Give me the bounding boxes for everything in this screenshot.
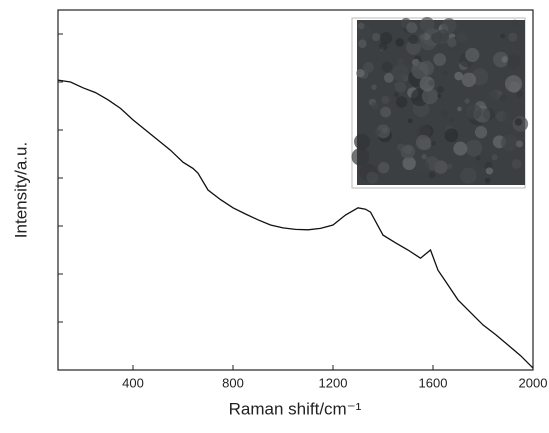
grain: [395, 96, 408, 108]
grain: [511, 158, 522, 169]
grain: [395, 138, 402, 145]
grain: [400, 144, 416, 160]
grain: [371, 84, 377, 90]
grain: [475, 156, 481, 161]
grain: [407, 118, 413, 124]
grain: [465, 139, 483, 157]
grain: [448, 117, 455, 123]
grain: [377, 161, 390, 174]
grain: [486, 90, 498, 102]
grain: [395, 38, 405, 47]
grain: [506, 54, 521, 69]
grain: [497, 90, 503, 96]
grain: [421, 154, 427, 160]
grain: [464, 98, 470, 104]
grain: [441, 110, 449, 118]
grain: [491, 154, 498, 161]
grain: [353, 133, 371, 150]
grain: [453, 141, 468, 156]
grain: [454, 71, 464, 81]
grain: [376, 124, 391, 139]
grain: [484, 177, 491, 184]
grain: [461, 72, 477, 87]
grain: [516, 90, 524, 98]
grain: [514, 118, 523, 126]
grain: [415, 134, 431, 150]
grain: [441, 18, 457, 34]
grain: [493, 51, 509, 68]
grain: [411, 61, 429, 80]
grain: [357, 22, 365, 30]
grain: [465, 47, 480, 63]
grain: [415, 160, 430, 174]
grain: [363, 62, 374, 73]
x-tick-label: 800: [222, 375, 244, 390]
grain: [519, 23, 524, 28]
grain: [366, 171, 379, 184]
x-tick-label: 2000: [519, 375, 548, 390]
grain: [436, 29, 449, 42]
grain: [443, 70, 448, 76]
x-axis-label: Raman shift/cm⁻¹: [229, 399, 362, 418]
grain: [430, 140, 436, 146]
grain: [373, 129, 381, 136]
grain: [393, 91, 399, 98]
grain: [509, 81, 521, 93]
grain: [470, 142, 477, 148]
grain: [428, 171, 436, 179]
grain: [370, 101, 379, 110]
grain: [397, 58, 404, 65]
grain: [500, 134, 518, 152]
grain: [419, 33, 426, 40]
grain: [393, 82, 399, 88]
grain: [421, 88, 438, 105]
grain: [433, 53, 447, 66]
y-axis-label: Intensity/a.u.: [11, 142, 30, 238]
x-tick-label: 1200: [319, 375, 348, 390]
grain: [501, 56, 508, 63]
x-tick-label: 1600: [419, 375, 448, 390]
grain: [428, 80, 435, 87]
x-tick-label: 400: [122, 375, 144, 390]
grain: [457, 32, 468, 43]
grain: [516, 140, 523, 148]
grain: [381, 61, 393, 73]
grain: [466, 104, 482, 120]
grain: [499, 94, 507, 102]
grain: [408, 34, 419, 45]
grain: [484, 161, 493, 170]
grain: [380, 31, 393, 45]
spectrum-line: [57, 79, 534, 369]
grain: [444, 128, 459, 143]
grain: [351, 147, 370, 166]
grain: [383, 72, 394, 83]
grain: [474, 126, 488, 139]
grain: [460, 167, 477, 184]
grain: [508, 32, 518, 42]
plot-frame: [57, 9, 534, 371]
grain: [447, 37, 457, 48]
grain: [356, 69, 365, 78]
grain: [380, 106, 392, 118]
grain: [371, 32, 381, 42]
grain: [381, 95, 390, 104]
grain: [436, 86, 444, 94]
grain: [378, 42, 388, 51]
grain: [419, 17, 435, 32]
grain: [457, 106, 462, 112]
grain: [446, 163, 453, 169]
grain: [423, 33, 431, 41]
grain: [358, 39, 367, 48]
grain: [510, 19, 520, 29]
grain: [402, 156, 416, 171]
grain: [500, 33, 506, 39]
grain: [502, 113, 512, 124]
grain: [406, 22, 418, 34]
grain: [485, 167, 493, 175]
grain: [391, 64, 409, 81]
inset-image: [351, 17, 529, 189]
